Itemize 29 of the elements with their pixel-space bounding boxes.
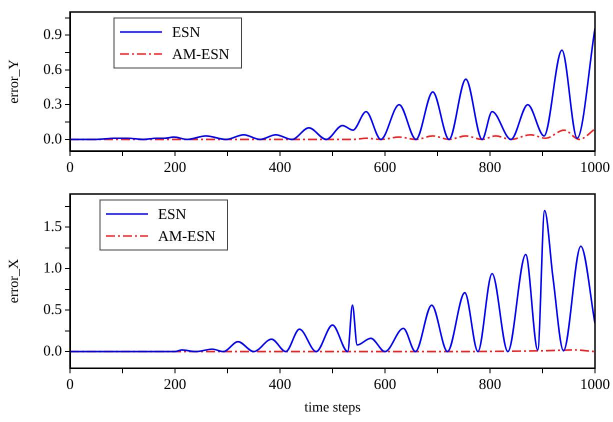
legend-label: ESN bbox=[172, 24, 201, 41]
x-tick-label: 200 bbox=[164, 160, 186, 176]
x-tick-label: 1000 bbox=[580, 377, 610, 394]
x-axis-title: time steps bbox=[304, 400, 361, 416]
y-tick-label: 0.9 bbox=[43, 27, 62, 44]
y-tick-label: 1.0 bbox=[43, 260, 62, 277]
y-tick-label: 0.0 bbox=[43, 131, 62, 148]
legend-label: AM-ESN bbox=[158, 228, 216, 245]
y-tick-label: 1.5 bbox=[43, 219, 62, 236]
y-axis-title: error_X bbox=[7, 258, 22, 304]
x-tick-label: 0 bbox=[66, 160, 74, 176]
y-tick-label: 0.0 bbox=[43, 344, 62, 360]
x-tick-label: 800 bbox=[478, 160, 502, 176]
y-tick-label: 0.3 bbox=[43, 96, 62, 113]
x-tick-label: 400 bbox=[268, 377, 292, 394]
x-tick-label: 1000 bbox=[580, 160, 610, 176]
y-axis-title: error_Y bbox=[7, 59, 22, 104]
x-tick-label: 800 bbox=[478, 377, 502, 394]
x-tick-label: 600 bbox=[374, 160, 396, 176]
line-series bbox=[70, 210, 595, 352]
legend-label: ESN bbox=[158, 206, 187, 223]
x-tick-label: 200 bbox=[164, 377, 186, 394]
y-tick-label: 0.5 bbox=[43, 302, 62, 318]
x-tick-label: 400 bbox=[268, 160, 292, 176]
legend-label: AM-ESN bbox=[172, 46, 230, 63]
x-tick-label: 600 bbox=[374, 377, 396, 394]
line-series bbox=[70, 27, 595, 140]
x-tick-label: 0 bbox=[66, 377, 74, 394]
y-tick-label: 0.6 bbox=[43, 62, 62, 78]
